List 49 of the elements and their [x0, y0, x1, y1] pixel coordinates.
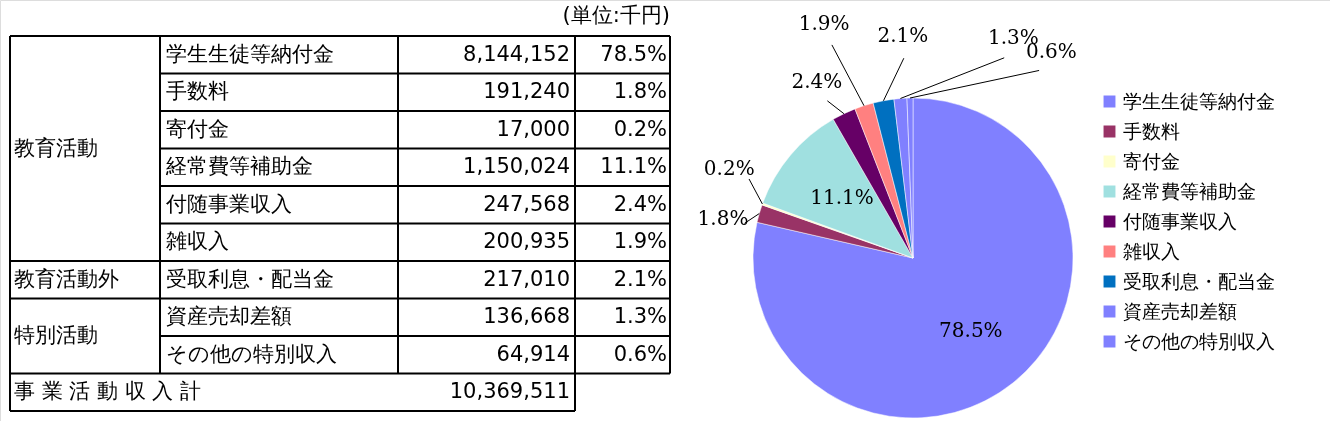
category-label: 手数料 — [166, 79, 229, 104]
text: 1.8% — [613, 79, 667, 104]
category-label: 寄付金 — [166, 116, 229, 141]
category-label: その他の特別収入 — [166, 341, 337, 366]
text: 0.2% — [613, 116, 667, 141]
legend-label: 寄付金 — [1123, 149, 1180, 172]
legend-label: その他の特別収入 — [1123, 329, 1275, 352]
category-label: 雑収入 — [166, 229, 229, 254]
text: 教育活動 — [14, 135, 98, 160]
text: 11.1% — [600, 154, 667, 179]
text: 78.5% — [600, 41, 667, 66]
text: 1,150,024 — [463, 154, 570, 179]
legend-label: 学生生徒等納付金 — [1123, 89, 1275, 112]
text: 教育活動外 — [14, 266, 119, 291]
text: 217,010 — [483, 266, 570, 291]
text: 136,668 — [483, 304, 570, 329]
text: 0.6% — [613, 341, 667, 366]
text: 1.3% — [613, 304, 667, 329]
data-label: 2.1% — [877, 23, 929, 48]
legend-label: 付随事業収入 — [1122, 209, 1237, 232]
text: 247,568 — [483, 191, 570, 216]
data-label: 78.5% — [939, 317, 1003, 342]
data-label: 1.8% — [697, 205, 749, 230]
data-label: 2.4% — [791, 68, 843, 93]
text: 17,000 — [496, 116, 570, 141]
text: 特別活動 — [14, 323, 98, 347]
text: (単位:千円) — [562, 3, 670, 27]
data-label: 0.2% — [703, 156, 755, 181]
text: 191,240 — [483, 79, 570, 104]
text: 64,914 — [496, 341, 570, 366]
text: 10,369,511 — [449, 379, 570, 404]
text: 1.9% — [613, 229, 667, 254]
legend-label: 資産売却差額 — [1123, 299, 1237, 322]
legend-label: 雑収入 — [1123, 239, 1180, 262]
text: 2.4% — [613, 191, 667, 216]
text: 2.1% — [613, 266, 667, 291]
category-label: 資産売却差額 — [166, 304, 292, 329]
category-label: 付随事業収入 — [166, 191, 292, 216]
category-label: 受取利息・配当金 — [166, 266, 334, 291]
text: 8,144,152 — [463, 41, 570, 66]
legend-label: 手数料 — [1123, 119, 1180, 142]
legend-label: 経常費等補助金 — [1122, 179, 1256, 202]
text: 200,935 — [483, 229, 570, 254]
data-label: 1.9% — [798, 11, 850, 36]
data-label: 11.1% — [810, 185, 874, 210]
text: 事 業 活 動 収 入 計 — [14, 379, 202, 404]
legend-label: 受取利息・配当金 — [1123, 269, 1275, 292]
category-label: 学生生徒等納付金 — [166, 41, 334, 66]
category-label: 経常費等補助金 — [166, 154, 313, 179]
